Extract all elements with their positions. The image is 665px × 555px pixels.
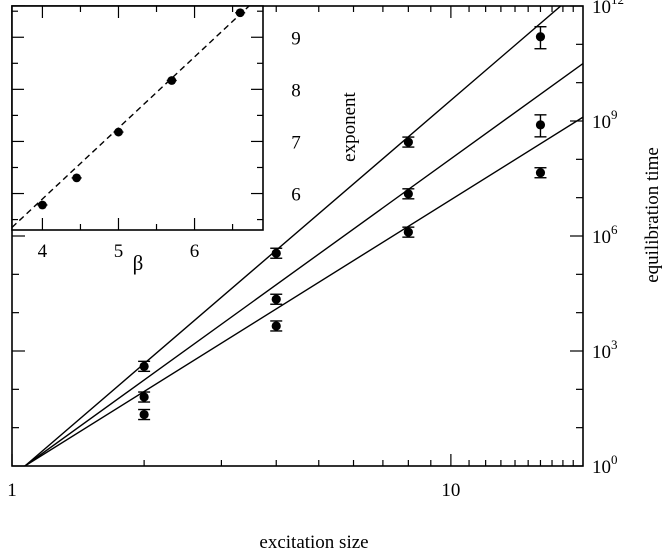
inset-x-tick-label: 6 <box>190 241 200 262</box>
inset-x-tick-label: 5 <box>114 241 124 262</box>
inset-data-point <box>235 8 245 18</box>
data-point <box>271 321 281 331</box>
inset-y-tick-label: 8 <box>291 80 301 101</box>
inset-x-tick-label: 4 <box>38 241 48 262</box>
inset-frame <box>11 5 264 231</box>
y-tick-label: 1012 <box>592 0 624 18</box>
data-point <box>139 361 149 371</box>
inset-data-point <box>167 76 177 85</box>
data-point <box>139 392 149 402</box>
inset-plot: 4 5 6 6 7 8 9 <box>11 5 301 262</box>
inset-data-point <box>72 173 82 183</box>
y-tick-label: 103 <box>592 337 618 363</box>
inset-y-tick-label: 9 <box>291 28 301 49</box>
fit-line <box>24 116 583 466</box>
inset-fit-line <box>12 6 251 228</box>
inset-y-tick-label: 7 <box>291 132 301 153</box>
y-tick-label: 106 <box>592 222 618 248</box>
data-point <box>271 294 281 304</box>
inset-series-group <box>12 6 251 228</box>
inset-y-tick-label: 6 <box>291 185 301 206</box>
data-point <box>535 32 546 42</box>
y-tick-label: 109 <box>592 107 618 133</box>
y-tick-label: 100 <box>592 452 618 478</box>
data-point <box>403 137 413 147</box>
x-tick-label: 1 <box>7 480 17 501</box>
fit-line <box>24 6 562 466</box>
x-tick-label: 10 <box>441 480 460 501</box>
fit-line <box>24 62 583 466</box>
main-plot: 1 10 100 103 106 109 1012 <box>7 0 624 501</box>
x-axis-title: excitation size <box>259 532 368 553</box>
series-group <box>24 6 583 466</box>
data-point <box>535 168 546 178</box>
y-axis-title: equilibration time <box>642 147 663 283</box>
data-point <box>271 248 281 258</box>
inset-data-point <box>114 127 123 137</box>
data-point <box>139 409 149 420</box>
data-point <box>535 120 546 130</box>
inset-x-axis-title: β <box>133 251 144 275</box>
data-point <box>403 227 413 237</box>
inset-y-axis-title: exponent <box>339 91 360 161</box>
inset-data-point <box>38 200 47 210</box>
data-point <box>403 189 413 199</box>
